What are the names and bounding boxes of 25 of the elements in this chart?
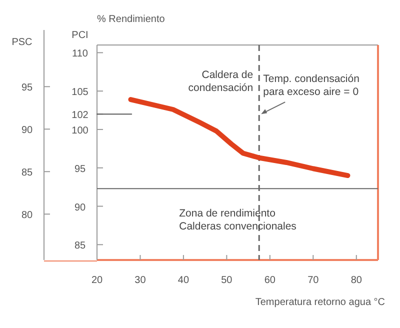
y-tick-label: 95 [74, 164, 86, 175]
y2-axis-title: PSC [12, 37, 32, 48]
x-axis-title: Temperatura retorno agua °C [255, 297, 385, 308]
y-tick-label: 85 [74, 240, 86, 252]
y-axis-title: PCI [72, 30, 88, 41]
annotation: Caldera de condensación [188, 69, 254, 94]
y2-tick-label: 95 [21, 82, 33, 94]
x-tick-label: 50 [221, 275, 233, 286]
x-tick-label: 80 [350, 275, 362, 286]
y2-tick-label: 85 [21, 168, 33, 179]
y-tick-label: 110 [72, 48, 88, 60]
y2-tick-label: 90 [21, 125, 33, 136]
annotation: Temp. condensación para exceso aire = 0 [263, 73, 360, 98]
y-tick-label: 102 [72, 110, 89, 122]
annotation: Zona de rendimiento Calderas convencionales [179, 208, 296, 233]
y2-tick-label: 80 [21, 210, 33, 222]
y-tick-label: 100 [72, 125, 89, 136]
y-tick-label: 90 [74, 202, 86, 214]
x-tick-label: 60 [264, 275, 276, 286]
y-tick-label: 105 [72, 87, 89, 98]
x-tick-label: 40 [178, 275, 190, 286]
chart-title: % Rendimiento [97, 14, 166, 25]
x-tick-label: 70 [308, 275, 320, 286]
x-tick-label: 30 [134, 275, 146, 286]
x-tick-label: 20 [91, 275, 103, 286]
